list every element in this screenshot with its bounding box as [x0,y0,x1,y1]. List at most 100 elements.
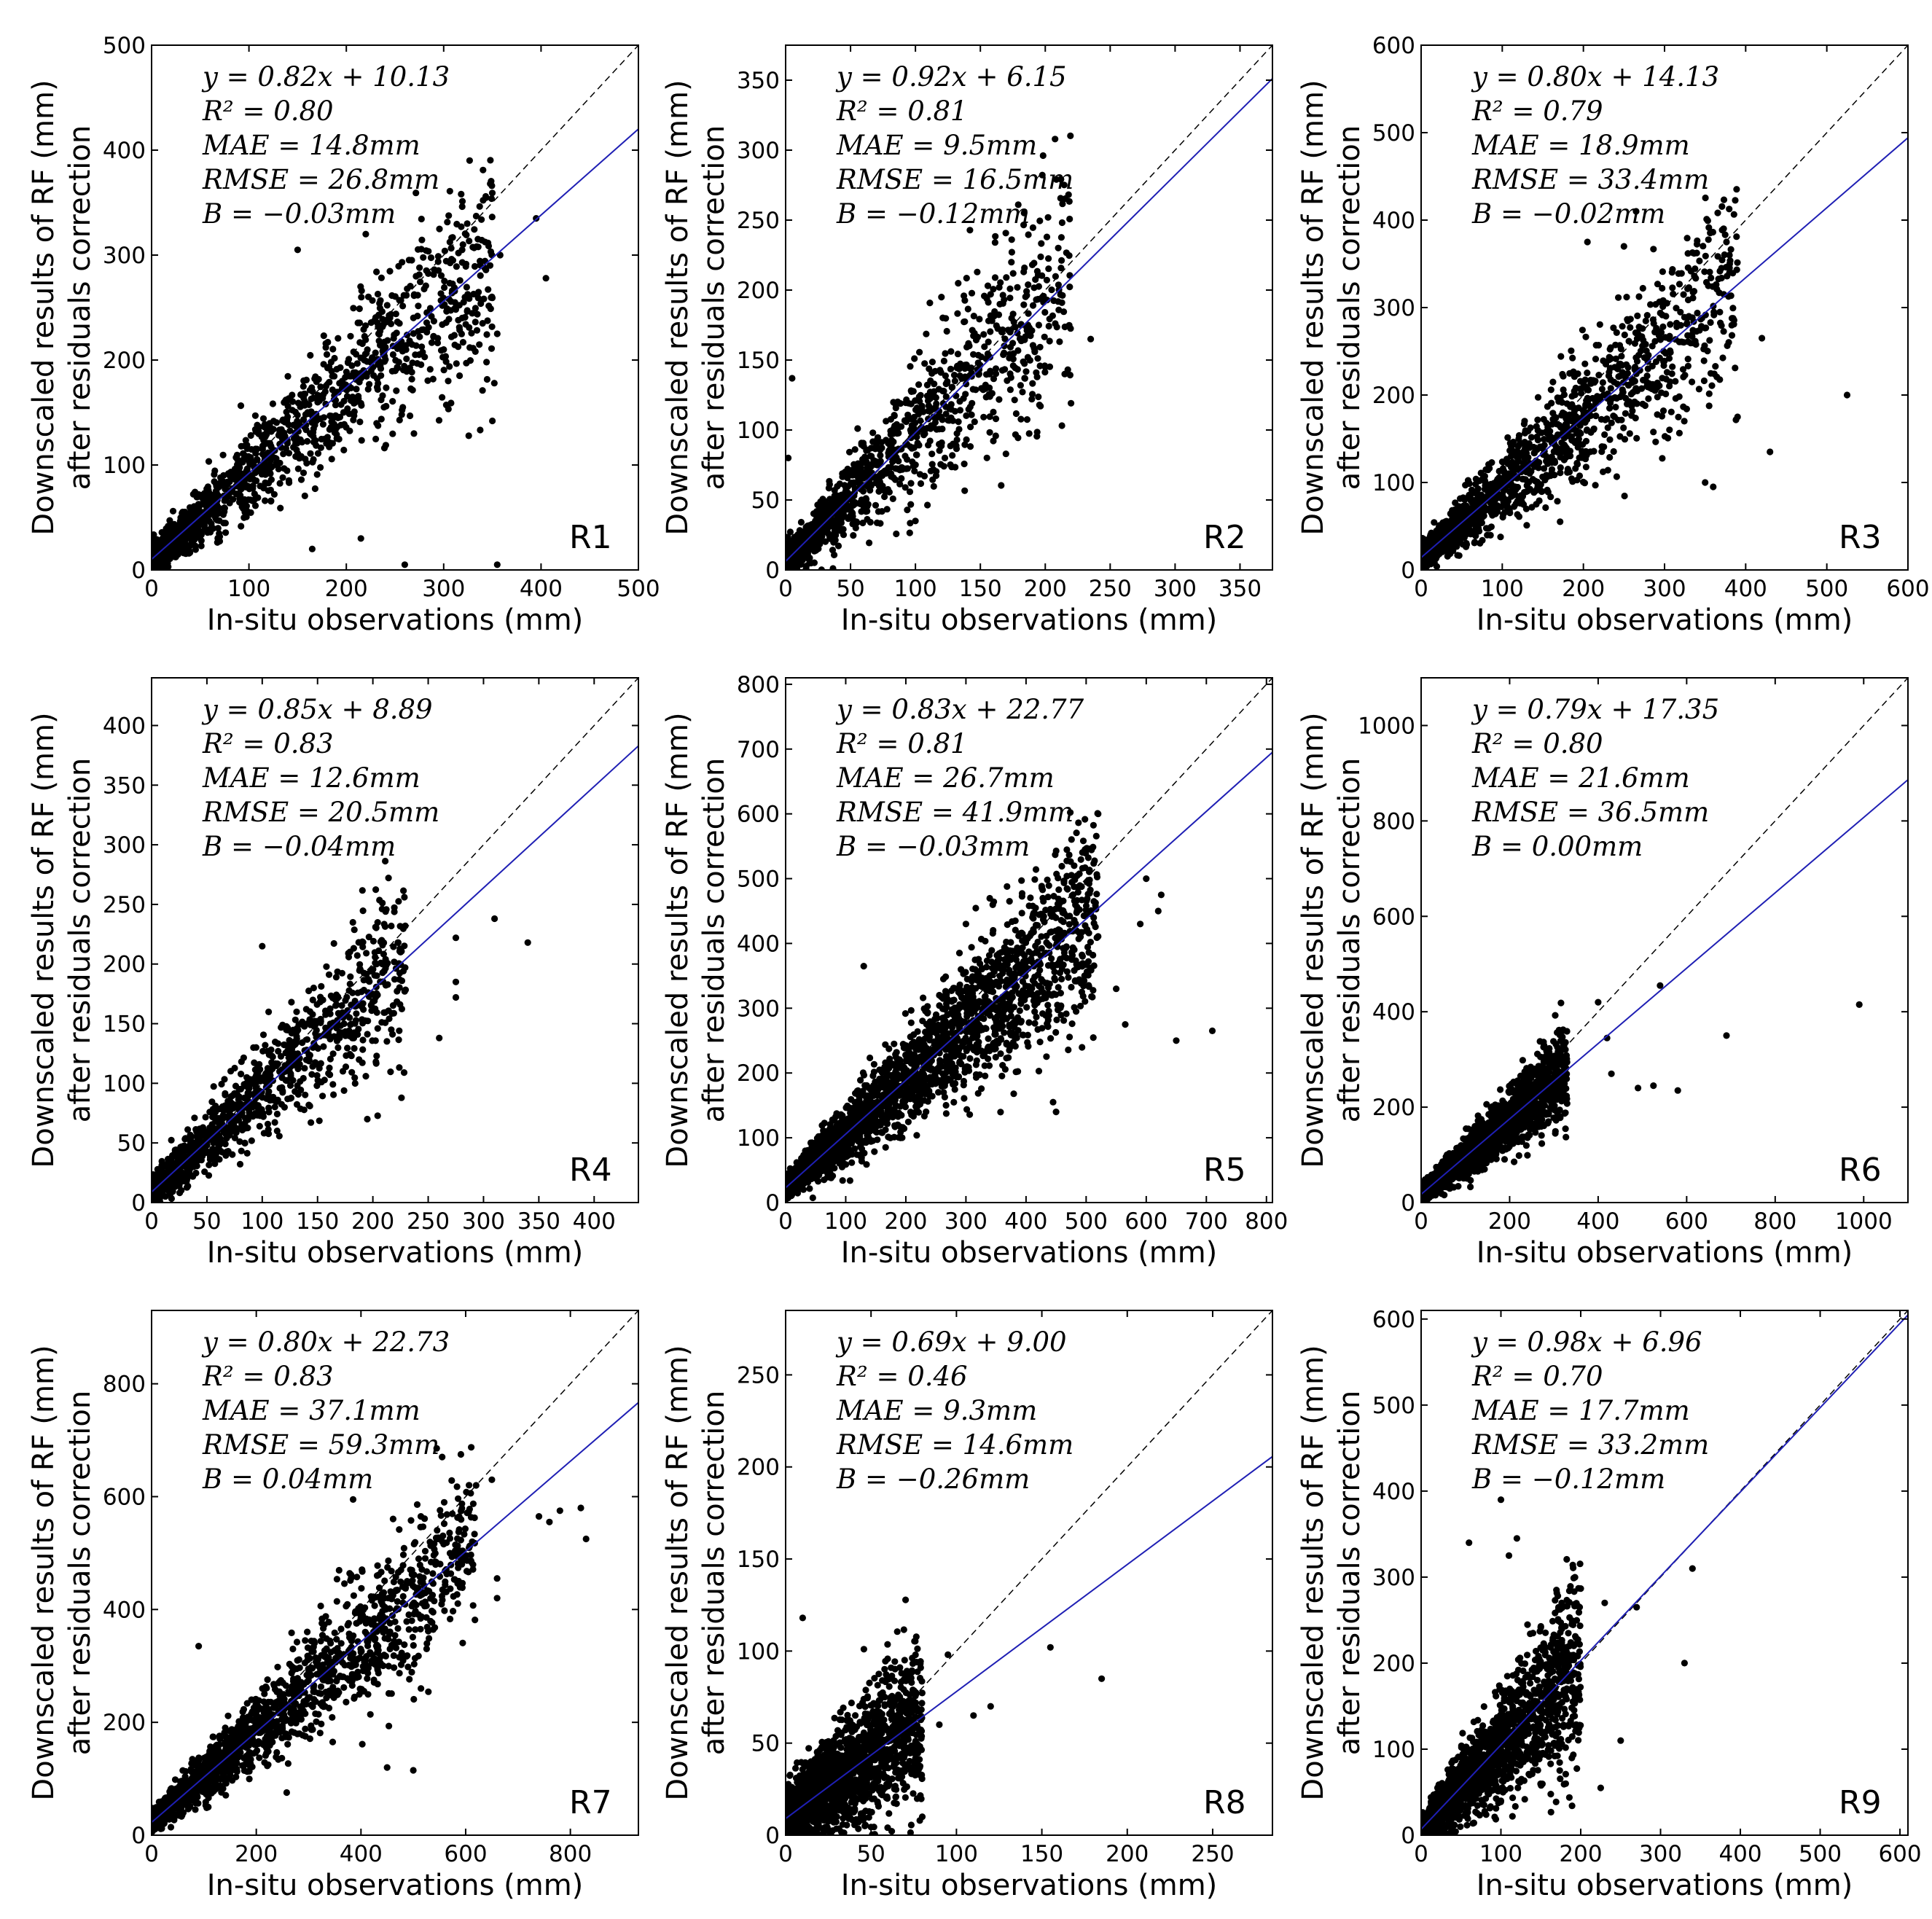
data-point [829,504,837,511]
data-point [1021,360,1028,367]
data-point [786,454,792,461]
data-point [416,264,423,271]
data-point [374,386,381,394]
data-point [476,203,483,210]
data-point [1643,347,1650,355]
data-point [415,271,423,278]
data-point [826,535,834,542]
data-point [1579,327,1586,334]
data-point [1512,500,1520,507]
data-point [353,386,360,393]
data-point [1455,552,1463,559]
data-point [358,294,365,301]
data-point [218,1080,225,1088]
data-point [364,358,371,365]
data-point [942,403,950,410]
data-point [1002,450,1009,458]
data-point [1045,322,1052,330]
data-point [333,435,340,442]
data-point [998,482,1005,489]
data-point [1494,482,1502,490]
data-point [890,474,897,482]
data-point [1540,415,1547,423]
data-point [350,305,357,312]
data-point [447,245,455,252]
data-point [1616,433,1624,440]
data-point [456,327,464,334]
data-point [904,456,911,464]
data-point [252,450,259,457]
data-point [917,480,925,488]
data-point [401,362,408,370]
data-point [1723,264,1730,271]
data-point [917,391,924,399]
data-point [1003,274,1010,281]
data-point [372,435,380,443]
data-point [1025,281,1032,289]
data-point [375,380,382,387]
data-point [222,485,229,493]
data-point [1557,469,1564,477]
y-axis-title-line2: after residuals correction [1333,125,1366,490]
data-point [1471,539,1478,547]
data-point [955,280,962,287]
one-to-one-line [152,45,638,570]
data-point [407,412,414,420]
data-point [1508,482,1516,489]
data-point [1516,440,1523,448]
data-point [473,243,480,250]
data-point [224,470,232,477]
data-point [1626,430,1633,437]
data-point [976,316,983,323]
data-point [1521,460,1528,467]
data-point [1625,398,1632,405]
y-tick-label: 200 [103,348,146,374]
data-point [956,398,963,405]
data-point [389,351,397,359]
data-point [472,212,480,220]
data-point [898,474,905,482]
data-point [918,407,926,415]
data-point [1067,132,1074,139]
data-point [415,302,422,310]
data-point [1541,465,1548,472]
data-point [358,402,365,409]
data-point [983,454,990,461]
data-point [1651,387,1659,394]
data-point [415,246,422,253]
data-point [238,472,246,479]
data-point [1689,289,1697,296]
data-point [1460,515,1467,523]
data-point [1017,415,1025,423]
data-point [1592,482,1599,489]
data-point [1600,391,1608,399]
data-point [1700,377,1708,385]
data-point [893,530,900,538]
data-point [1689,294,1697,302]
data-point [1619,323,1626,330]
stat-line-2: R² = 0.81 [836,95,968,127]
data-point [1632,415,1639,422]
data-point [1058,257,1065,264]
data-point [1685,313,1692,320]
data-point [907,480,915,487]
data-point [914,439,921,447]
data-point [1576,472,1584,480]
data-point [1008,249,1015,256]
data-point [1563,400,1571,407]
data-point [1455,504,1462,511]
data-point [1694,309,1701,317]
data-point [810,547,818,555]
data-point [892,404,899,412]
data-point [445,378,452,385]
data-point [890,430,897,437]
data-point [380,445,388,452]
data-point [1584,394,1591,402]
data-point [1057,234,1065,241]
data-point [164,534,171,542]
data-point [970,351,977,358]
data-point [985,299,992,306]
data-point [343,386,350,393]
data-point [276,480,283,487]
